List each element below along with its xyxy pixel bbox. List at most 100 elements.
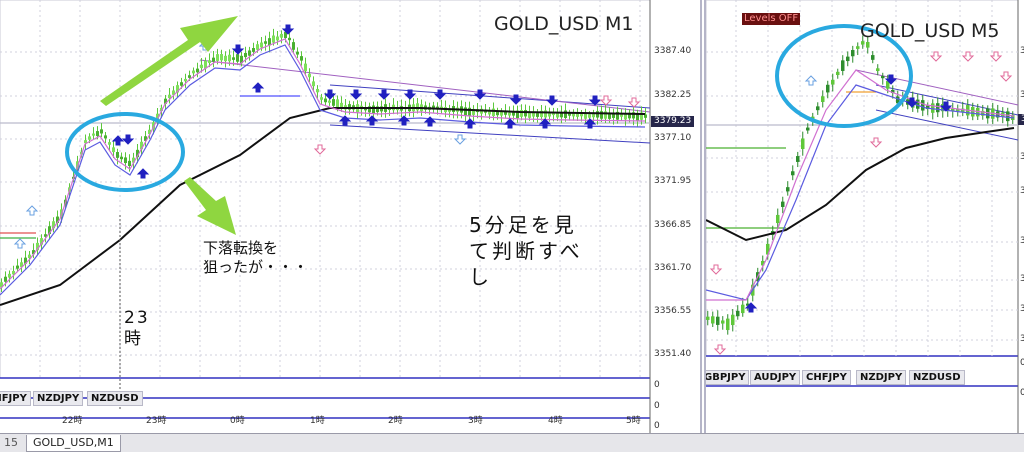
current-price-badge: 3 [1018, 114, 1024, 125]
candle [108, 142, 111, 145]
candle [846, 56, 850, 62]
down-arrow-icon [433, 89, 447, 100]
candle [20, 262, 23, 267]
candle [264, 41, 267, 44]
candle [104, 135, 107, 139]
candle [866, 42, 870, 48]
candle [112, 147, 115, 153]
candle [88, 136, 91, 140]
price-tick: 3371.95 [654, 176, 692, 186]
candle [640, 112, 643, 120]
candle [312, 81, 315, 87]
symbol-tab-nzdjpy[interactable]: NZDJPY [33, 391, 84, 406]
candle [240, 55, 243, 64]
m5-chart-canvas[interactable] [706, 0, 1024, 433]
candle [36, 242, 39, 251]
up-arrow-icon [338, 115, 352, 126]
up-arrow-icon [111, 135, 125, 146]
down-arrow-icon [545, 95, 559, 106]
candle [976, 107, 980, 117]
candle [348, 104, 351, 110]
candle [340, 102, 343, 108]
candle [284, 31, 287, 39]
candle [180, 82, 183, 86]
m1-chart-canvas[interactable] [0, 0, 700, 433]
price-tick: 3 [1020, 90, 1024, 100]
candle [711, 316, 715, 324]
symbol-tab-gbpjpy[interactable]: GBPJPY [706, 370, 750, 385]
time-tick: 5時 [626, 416, 641, 426]
moving-averages [0, 38, 646, 306]
chart-tab-active[interactable]: GOLD_USD,M1 [26, 435, 121, 452]
candle [100, 129, 103, 134]
time-tick: 0時 [230, 416, 245, 426]
ma-slow-line [0, 107, 646, 306]
up-arrow-icon [463, 118, 477, 129]
candle [216, 54, 219, 61]
price-tick: 3 [1020, 274, 1024, 284]
symbol-tab-chfjpy[interactable]: CHFJPY [802, 370, 851, 385]
up-arrow-icon [251, 82, 265, 93]
m1-chart-panel[interactable]: GOLD_USD M1 3387.40 3382.25 3377.10 3371… [0, 0, 702, 433]
m5-chart-panel[interactable]: Levels OFF GOLD_USD M5 3 3 3 3 3 3 3 3 3… [704, 0, 1024, 433]
candle [746, 303, 750, 306]
time-tick: 4時 [548, 416, 563, 426]
candle [620, 113, 623, 117]
indicator-tick: 0 [1020, 388, 1024, 398]
candle [568, 113, 571, 116]
candle [856, 46, 860, 49]
candle [508, 112, 511, 116]
candle [224, 55, 227, 62]
up-arrow-icon [804, 75, 818, 86]
candle [504, 110, 507, 115]
down-arrow-icon [349, 89, 363, 100]
candle [540, 110, 543, 118]
candle [192, 70, 195, 74]
candle [951, 108, 955, 111]
down-arrow-icon [884, 74, 898, 85]
candle [320, 97, 323, 100]
down-arrow-icon [231, 44, 245, 55]
down-arrow-icon [939, 101, 953, 112]
candle [836, 71, 840, 76]
down-arrow-icon [713, 344, 727, 355]
candle [926, 105, 930, 110]
candle [931, 103, 935, 113]
indicator-tick: 0 [654, 401, 660, 411]
candle [256, 44, 259, 50]
candle [520, 110, 523, 117]
candle [244, 52, 247, 58]
symbol-tab-nzdusd[interactable]: NZDUSD [909, 370, 965, 385]
candle [188, 75, 191, 78]
candle [741, 304, 745, 314]
symbol-tab-audjpy[interactable]: AUDJPY [750, 370, 801, 385]
candle [512, 111, 515, 116]
candle [592, 113, 595, 118]
candle [16, 265, 19, 269]
price-tick: 3366.85 [654, 220, 692, 230]
candle [584, 112, 587, 119]
candle [532, 112, 535, 117]
candle [136, 149, 139, 158]
levels-off-button[interactable]: Levels OFF [742, 13, 801, 25]
symbol-tab-chfjpy[interactable]: CHFJPY [0, 391, 31, 406]
candle [596, 111, 599, 118]
candle [1006, 111, 1010, 122]
candle [616, 111, 619, 120]
time-note: 23 時 [124, 308, 150, 349]
candle [472, 108, 475, 115]
candle [168, 94, 171, 99]
candle [464, 107, 467, 116]
price-tick: 3 [1020, 186, 1024, 196]
chart-tab[interactable]: 15 [4, 436, 18, 449]
candle [981, 110, 985, 116]
price-tick: 3 [1020, 236, 1024, 246]
indicator-tick: 0 [654, 421, 660, 431]
symbol-tab-nzdjpy[interactable]: NZDJPY [856, 370, 907, 385]
time-tick: 1時 [310, 416, 325, 426]
candle [548, 113, 551, 117]
indicator-tick: 0 [654, 380, 660, 390]
symbol-tab-nzdusd[interactable]: NZDUSD [87, 391, 143, 406]
signal-arrows [709, 51, 1013, 355]
down-arrow-icon [403, 89, 417, 100]
